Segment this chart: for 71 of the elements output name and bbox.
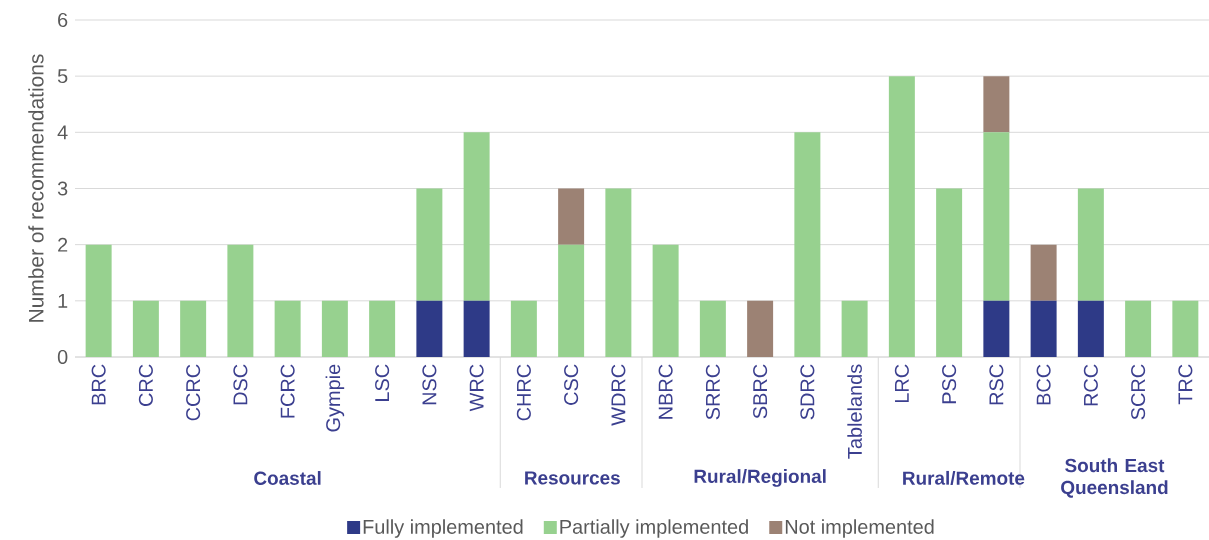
x-tick-label: NSC (422, 364, 437, 405)
legend-label: Fully implemented (363, 519, 523, 538)
y-tick-label: 1 (58, 293, 68, 308)
x-tick-label: Gympie (325, 364, 345, 432)
bar (558, 188, 585, 245)
bar (416, 300, 443, 357)
bar (416, 188, 443, 301)
bar (983, 76, 1010, 133)
bar (841, 300, 868, 357)
bar (510, 300, 537, 357)
x-tick-label: CSC (564, 364, 579, 405)
text: Resources (525, 471, 620, 485)
bar (605, 188, 632, 357)
x-tick-label: NBRC (658, 364, 673, 419)
bar (1172, 300, 1199, 357)
x-tick-label: SCRC (1131, 364, 1146, 420)
x-tick-label: LRC (894, 364, 909, 403)
x-tick-label: BCC (1036, 364, 1051, 405)
text: Rural/Remote (903, 470, 1025, 486)
bar (794, 132, 821, 357)
bar (227, 244, 254, 357)
bar (1077, 300, 1104, 357)
x-tick-label: SBRC (753, 364, 768, 419)
x-tick-label: SDRC (800, 364, 815, 420)
bar (1125, 300, 1152, 357)
x-tick-label: LSC (375, 364, 390, 401)
bar (1077, 188, 1104, 301)
bar (747, 300, 774, 357)
y-tick-label: 2 (58, 237, 68, 252)
x-tick-label: SRRC (705, 364, 720, 420)
x-tick-label: WRC (469, 364, 484, 412)
bar (274, 300, 301, 357)
bar (1030, 244, 1057, 301)
legend-label: Partially implemented (560, 519, 748, 538)
y-tick-label: 4 (57, 125, 68, 140)
text: Coastal (254, 471, 321, 485)
bar (321, 300, 348, 357)
x-tick-label: CRC (138, 364, 153, 406)
bar (369, 300, 396, 357)
x-tick-label: PSC (942, 364, 957, 404)
y-tick-label: 6 (58, 12, 68, 28)
bar (85, 244, 112, 357)
bar (463, 132, 490, 301)
bar (558, 244, 585, 357)
text: South East Queensland (1061, 458, 1168, 498)
x-tick-label: CHRC (516, 364, 531, 421)
y-tick-label: 5 (57, 69, 68, 84)
bar (1030, 300, 1057, 357)
x-tick-label: RSC (989, 364, 1004, 405)
y-axis-title: Number of recommendations (28, 54, 44, 322)
y-tick-label: 0 (57, 349, 68, 365)
bar (888, 76, 915, 357)
bar (180, 300, 207, 357)
y-tick-label: 3 (57, 181, 68, 196)
bar (983, 132, 1010, 301)
x-tick-label: BRC (91, 364, 106, 405)
x-tick-label: CCRC (186, 364, 201, 421)
x-tick-label: WDRC (611, 364, 626, 426)
x-tick-label: RCC (1083, 364, 1098, 406)
bar (983, 300, 1010, 357)
x-tick-label: TRC (1178, 364, 1193, 405)
x-tick-label: Tablelands (847, 364, 862, 459)
text: Rural/Regional (694, 469, 826, 487)
bar (936, 188, 963, 357)
bar (463, 300, 490, 357)
bar (699, 300, 726, 357)
legend-label: Not implemented (785, 519, 934, 538)
bar (652, 244, 679, 357)
x-tick-label: FCRC (280, 364, 295, 418)
bar (132, 300, 159, 357)
x-tick-label: DSC (233, 364, 248, 405)
